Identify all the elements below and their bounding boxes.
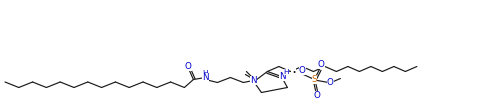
Text: N: N [250,76,256,85]
Text: O: O [185,62,192,70]
Text: O: O [318,60,325,69]
Text: H: H [284,68,289,75]
Text: O: O [299,66,306,75]
Text: O: O [327,78,334,87]
Text: S: S [312,75,317,84]
Text: O: O [314,91,321,100]
Text: H: H [203,70,208,75]
Text: N: N [279,72,286,81]
Text: ·: · [291,66,296,81]
Text: N: N [202,73,209,82]
